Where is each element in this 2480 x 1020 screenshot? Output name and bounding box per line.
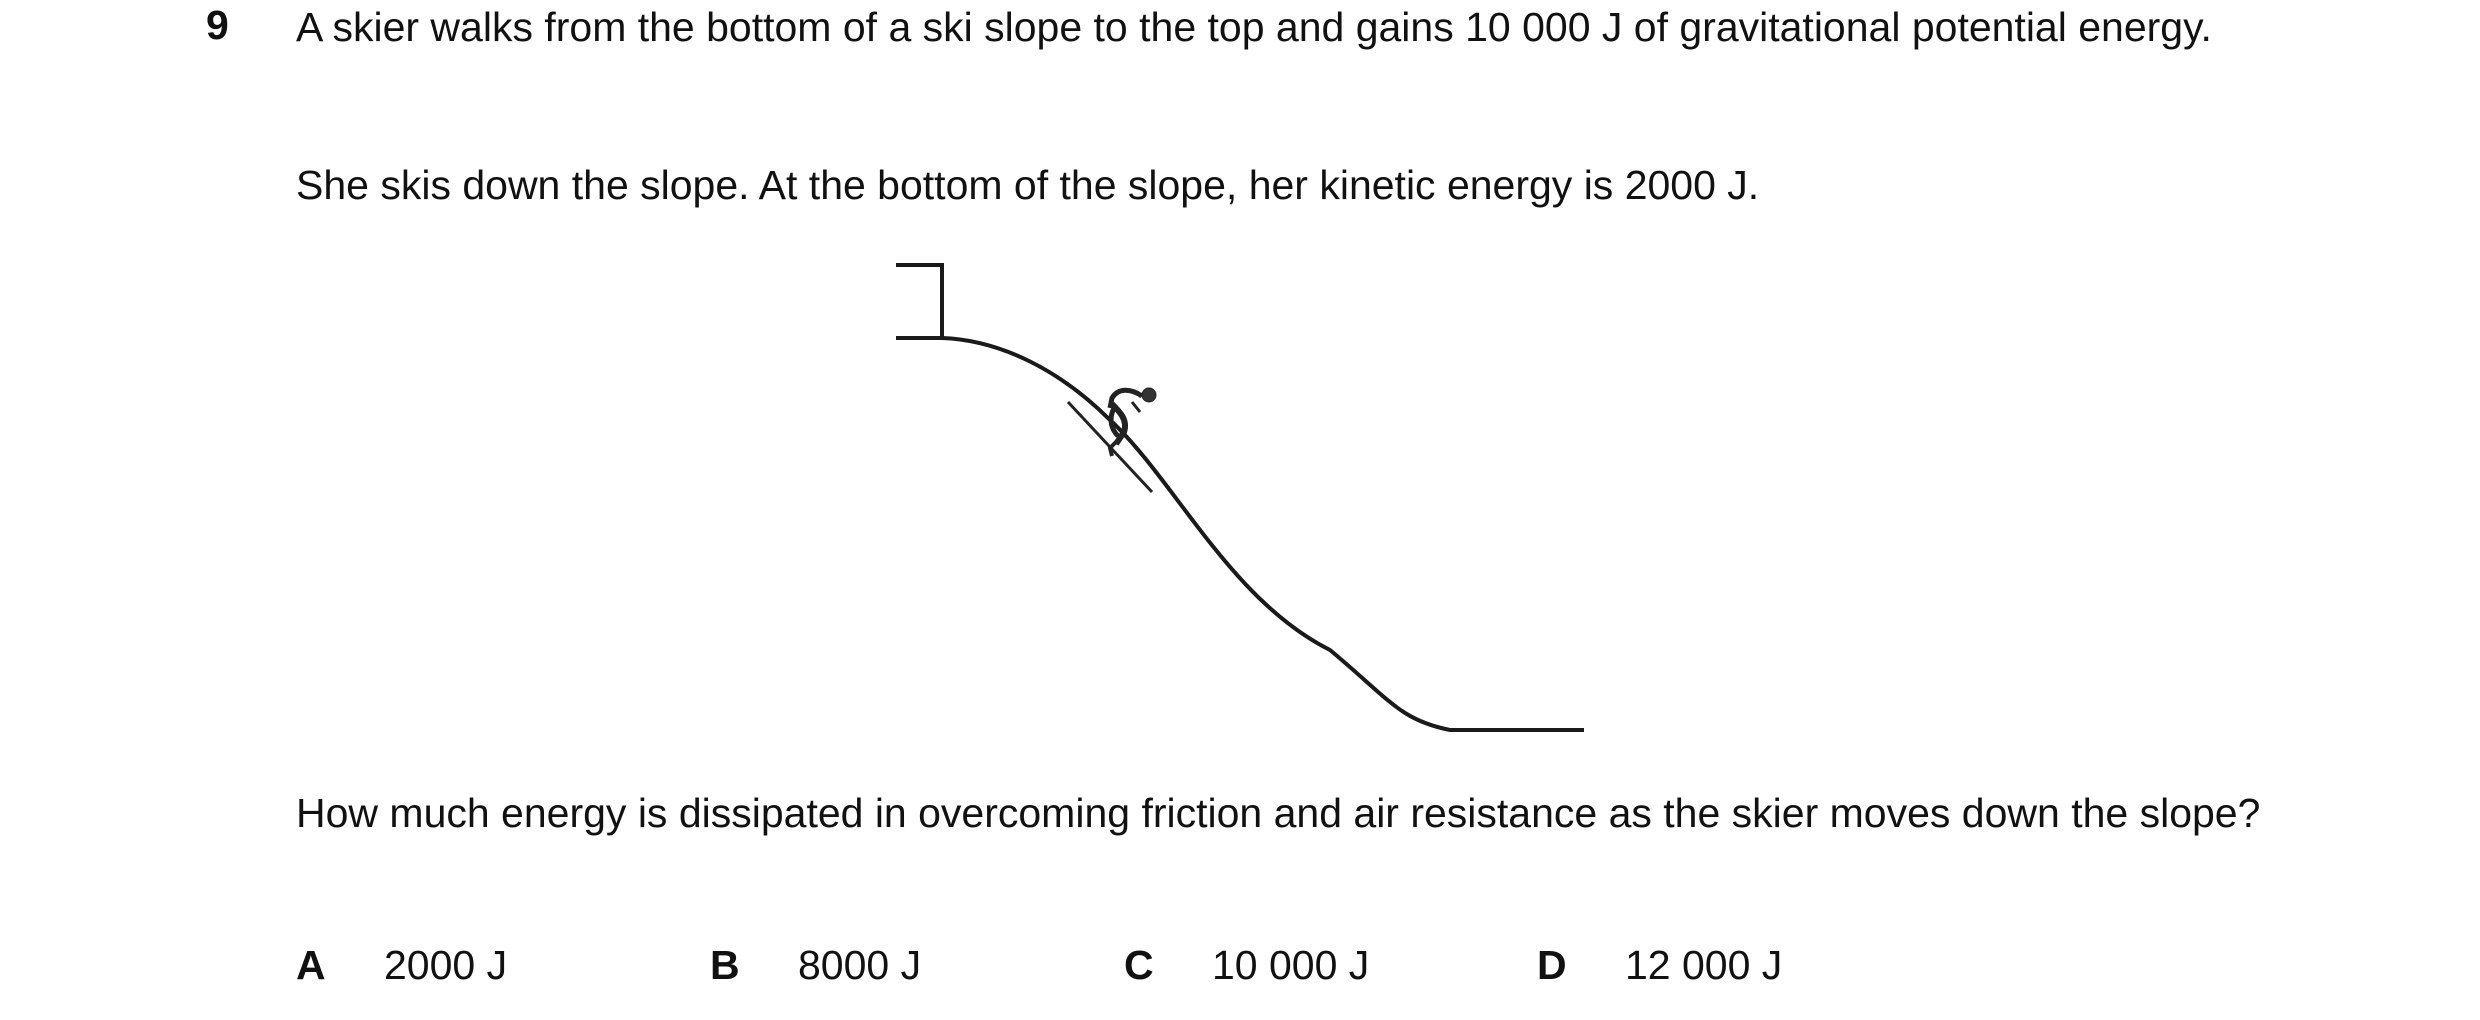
- question-prompt: How much energy is dissipated in overcom…: [296, 790, 2261, 836]
- option-letter: D: [1537, 942, 1567, 988]
- question-number: 9: [206, 2, 229, 48]
- option-d[interactable]: D 12 000 J: [1537, 938, 1782, 992]
- slope-curve: [896, 336, 1584, 732]
- option-value: 8000 J: [798, 942, 922, 988]
- option-a[interactable]: A 2000 J: [296, 938, 507, 992]
- question-text-2: She skis down the slope. At the bottom o…: [296, 162, 1760, 208]
- skier-icon: [1066, 387, 1157, 494]
- option-b[interactable]: B 8000 J: [710, 938, 921, 992]
- option-value: 12 000 J: [1625, 942, 1783, 988]
- option-letter: C: [1124, 942, 1154, 988]
- question-text-1: A skier walks from the bottom of a ski s…: [296, 4, 2212, 50]
- start-platform: [896, 263, 944, 340]
- option-letter: B: [710, 942, 740, 988]
- option-letter: A: [296, 942, 326, 988]
- option-c[interactable]: C 10 000 J: [1124, 938, 1369, 992]
- option-value: 2000 J: [384, 942, 508, 988]
- option-value: 10 000 J: [1212, 942, 1370, 988]
